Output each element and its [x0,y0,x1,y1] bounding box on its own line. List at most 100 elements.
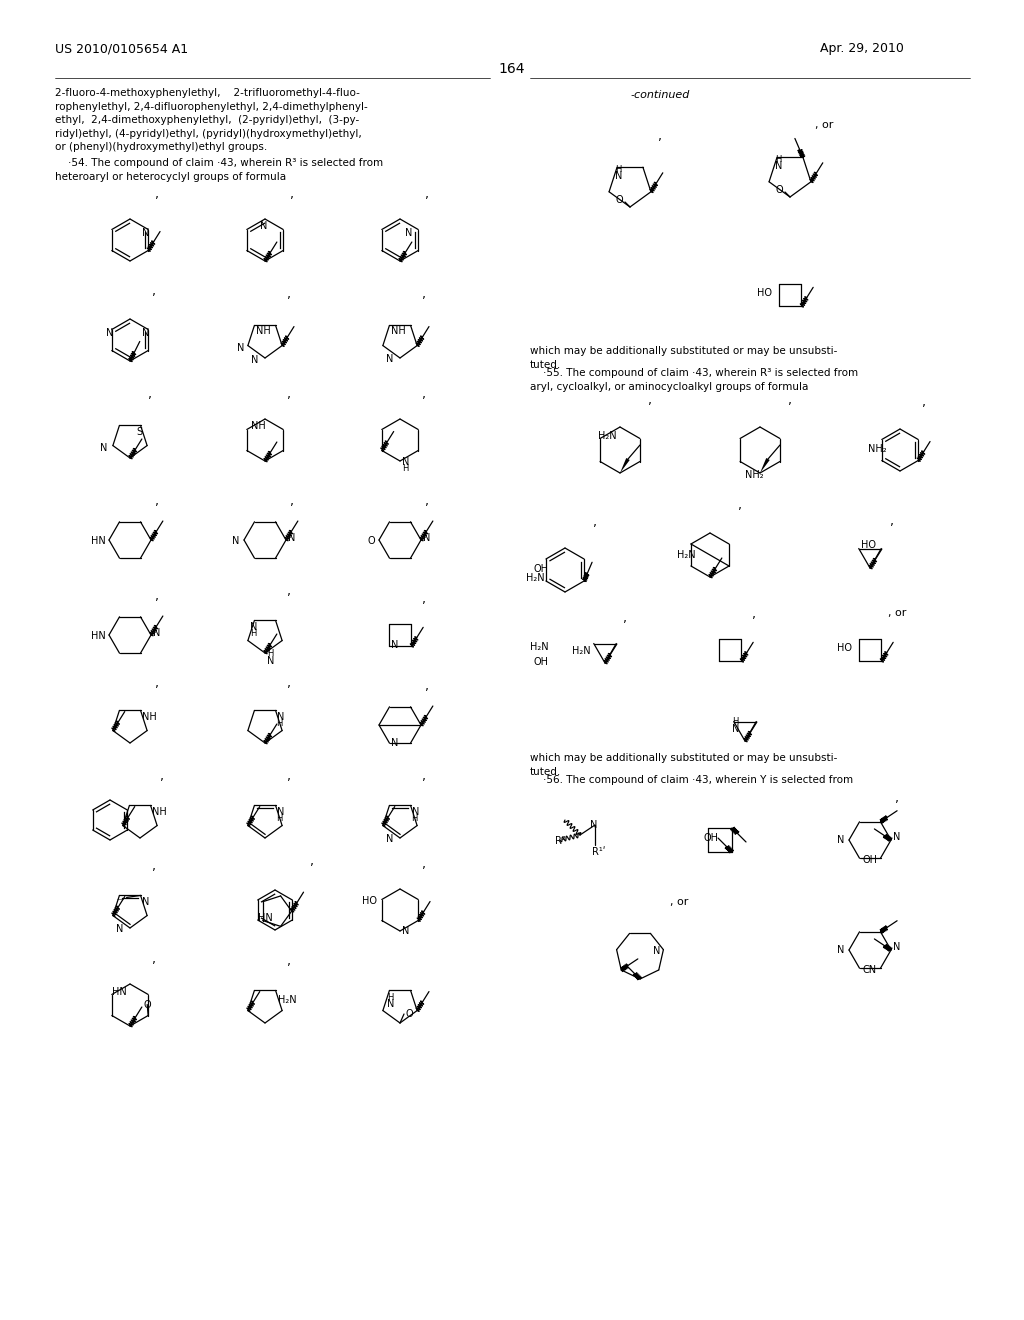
Text: —: — [117,896,124,903]
Text: ,: , [422,388,426,401]
Text: N: N [402,927,410,936]
Text: N: N [142,228,150,239]
Text: NH: NH [141,713,157,722]
Text: ,: , [155,495,159,508]
Text: N: N [386,354,393,364]
Text: N: N [99,442,106,453]
Text: N: N [893,942,900,952]
Text: N: N [237,343,244,352]
Text: N: N [893,832,900,842]
Text: HN: HN [258,913,272,923]
Text: H: H [732,717,738,726]
Text: N: N [153,628,161,638]
Text: N: N [590,820,597,830]
Text: O: O [775,185,782,195]
Text: N: N [105,329,114,338]
Polygon shape [760,458,770,473]
Text: ,: , [422,858,426,871]
Text: HO: HO [837,643,852,652]
Text: tuted.: tuted. [530,360,561,370]
Text: ,: , [310,855,314,869]
Text: N: N [391,640,398,651]
Text: 164: 164 [499,62,525,77]
Text: ,: , [890,515,894,528]
Text: NH: NH [251,421,266,432]
Text: N: N [404,228,413,239]
Text: ,: , [160,770,164,783]
Text: OH: OH [534,564,549,574]
Text: N: N [116,924,123,935]
Text: ,: , [155,187,159,201]
Text: OH: OH [862,855,878,865]
Text: H: H [276,814,283,824]
Text: S: S [136,428,142,437]
Text: ,: , [422,593,426,606]
Text: H₂N: H₂N [278,995,296,1006]
Text: N: N [732,723,739,734]
Text: O: O [143,999,151,1010]
Text: ,: , [287,677,291,690]
Text: N: N [837,836,845,845]
Text: NH₂: NH₂ [745,470,764,479]
Text: ,: , [738,499,742,512]
Text: H: H [412,814,418,824]
Text: N: N [412,808,419,817]
Text: ,: , [922,396,926,409]
Text: N: N [267,656,274,667]
Text: HO: HO [861,540,876,550]
Text: N: N [276,713,284,722]
Text: ,: , [155,677,159,690]
Text: H: H [402,465,409,473]
Text: N: N [288,533,295,543]
Text: HN: HN [91,631,105,642]
Text: -continued: -continued [631,90,690,100]
Text: ,: , [287,388,291,401]
Text: ,: , [425,187,429,201]
Text: H: H [267,649,273,657]
Text: H: H [387,994,394,1002]
Text: ,: , [788,393,792,407]
Text: N: N [653,945,660,956]
Text: ,: , [148,388,152,401]
Text: ·54. The compound of claim ·43, wherein R³ is selected from
heteroaryl or hetero: ·54. The compound of claim ·43, wherein … [55,158,383,182]
Text: H: H [775,156,781,164]
Text: O: O [367,536,375,546]
Text: H: H [276,719,283,729]
Text: N: N [775,161,782,172]
Text: 2-fluoro-4-methoxyphenylethyl,    2-trifluoromethyl-4-fluo-
rophenylethyl, 2,4-d: 2-fluoro-4-methoxyphenylethyl, 2-trifluo… [55,88,368,152]
Text: N: N [232,536,240,546]
Text: ,: , [895,792,899,805]
Text: ,: , [152,861,156,873]
Text: N: N [391,738,399,748]
Text: ,: , [623,612,627,624]
Text: OH: OH [703,833,719,843]
Text: ,: , [425,495,429,508]
Text: NH: NH [391,326,407,337]
Text: CN: CN [862,965,877,975]
Text: , or: , or [888,609,906,618]
Text: ,: , [422,770,426,783]
Text: ,: , [287,770,291,783]
Text: , or: , or [815,120,834,129]
Text: which may be additionally substituted or may be unsubsti-: which may be additionally substituted or… [530,346,838,356]
Text: ,: , [287,954,291,968]
Text: N: N [276,808,284,817]
Text: Apr. 29, 2010: Apr. 29, 2010 [820,42,904,55]
Text: O: O [615,195,623,205]
Text: N: N [251,355,258,366]
Text: H₂N: H₂N [598,432,616,441]
Text: N: N [423,533,430,543]
Text: N: N [260,220,267,231]
Text: HN: HN [112,987,127,997]
Text: H₂N: H₂N [526,573,545,583]
Text: ,: , [152,953,156,966]
Text: ,: , [425,680,429,693]
Text: HO: HO [757,288,772,298]
Text: N: N [386,834,393,843]
Text: N: N [837,945,845,954]
Text: HN: HN [91,536,105,546]
Text: N: N [141,898,148,907]
Text: H₂N: H₂N [530,642,549,652]
Text: O: O [406,1008,413,1019]
Text: ,: , [155,590,159,603]
